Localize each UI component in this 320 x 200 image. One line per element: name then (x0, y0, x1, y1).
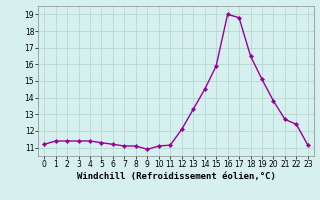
X-axis label: Windchill (Refroidissement éolien,°C): Windchill (Refroidissement éolien,°C) (76, 172, 276, 181)
